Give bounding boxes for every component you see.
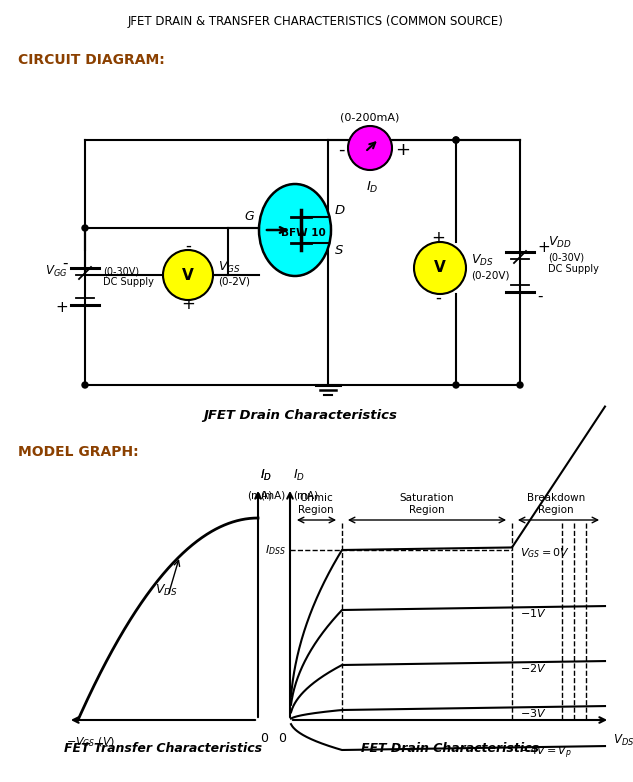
Text: $V_{DS}$: $V_{DS}$ [155,583,178,597]
Text: $I_D$: $I_D$ [260,468,272,483]
Text: (0-2V): (0-2V) [218,277,250,287]
Circle shape [453,137,459,143]
Text: DC Supply: DC Supply [548,264,599,274]
Text: $V_{DD}$: $V_{DD}$ [548,235,572,249]
Text: $V_{GS}$: $V_{GS}$ [218,260,241,274]
Text: (mA): (mA) [260,490,285,500]
Text: -: - [185,237,191,255]
Circle shape [82,382,88,388]
Text: JFET Drain Characteristics: JFET Drain Characteristics [203,408,397,421]
Text: $V_{DS}$: $V_{DS}$ [471,253,494,267]
Text: D: D [335,203,345,217]
Ellipse shape [259,184,331,276]
Text: $I_D$: $I_D$ [260,468,272,483]
Text: -: - [435,289,441,307]
Text: V: V [182,267,194,282]
Circle shape [517,382,523,388]
Text: (0-30V): (0-30V) [103,266,139,276]
Text: V: V [434,260,446,275]
Text: +: + [181,295,195,313]
Text: (0-30V): (0-30V) [548,252,584,262]
Text: -: - [537,289,542,303]
Text: $I_D$: $I_D$ [366,180,379,195]
Circle shape [453,137,459,143]
Text: JFET DRAIN & TRANSFER CHARACTERISTICS (COMMON SOURCE): JFET DRAIN & TRANSFER CHARACTERISTICS (C… [128,16,504,28]
Text: $-4V = V_p$: $-4V = V_p$ [520,744,572,761]
Circle shape [163,250,213,300]
Text: $- V_{GS}\ (V)$: $- V_{GS}\ (V)$ [66,735,115,748]
Text: $V_{DS}\ (V)$: $V_{DS}\ (V)$ [613,732,633,748]
Text: S: S [335,243,343,256]
Text: $V_{GG}$: $V_{GG}$ [44,264,67,278]
Text: DC Supply: DC Supply [103,277,154,287]
Text: -: - [63,256,68,271]
Text: (mA): (mA) [293,490,318,500]
Text: +: + [55,300,68,315]
Circle shape [453,382,459,388]
Text: Saturation
Region: Saturation Region [399,493,454,515]
Text: (0-20V): (0-20V) [471,270,510,280]
Text: CIRCUIT DIAGRAM:: CIRCUIT DIAGRAM: [18,53,165,67]
Text: +: + [395,141,410,159]
Text: $-2V$: $-2V$ [520,662,547,674]
Text: Ohmic
Region: Ohmic Region [298,493,334,515]
Circle shape [414,242,466,294]
Text: Breakdown
Region: Breakdown Region [527,493,585,515]
Text: $-3V$: $-3V$ [520,707,546,719]
Text: $-1V$: $-1V$ [520,607,547,619]
Text: +: + [537,241,549,256]
Text: MODEL GRAPH:: MODEL GRAPH: [18,445,139,459]
Text: BFW 10: BFW 10 [280,228,325,238]
Text: 0: 0 [260,732,268,745]
Text: 0: 0 [278,732,286,745]
Text: (mA): (mA) [247,490,272,500]
Text: -: - [339,141,345,159]
Text: G: G [244,210,254,223]
Text: +: + [431,229,445,247]
Text: $V_{GS} = 0V$: $V_{GS} = 0V$ [520,546,570,560]
Circle shape [348,126,392,170]
Text: $I_D$: $I_D$ [293,468,305,483]
Text: $I_{DSS}$: $I_{DSS}$ [265,543,286,557]
Text: (0-200mA): (0-200mA) [341,113,399,123]
Circle shape [82,225,88,231]
Text: FET Transfer Characteristics: FET Transfer Characteristics [64,741,262,755]
Text: FET Drain Characteristics: FET Drain Characteristics [361,741,539,755]
